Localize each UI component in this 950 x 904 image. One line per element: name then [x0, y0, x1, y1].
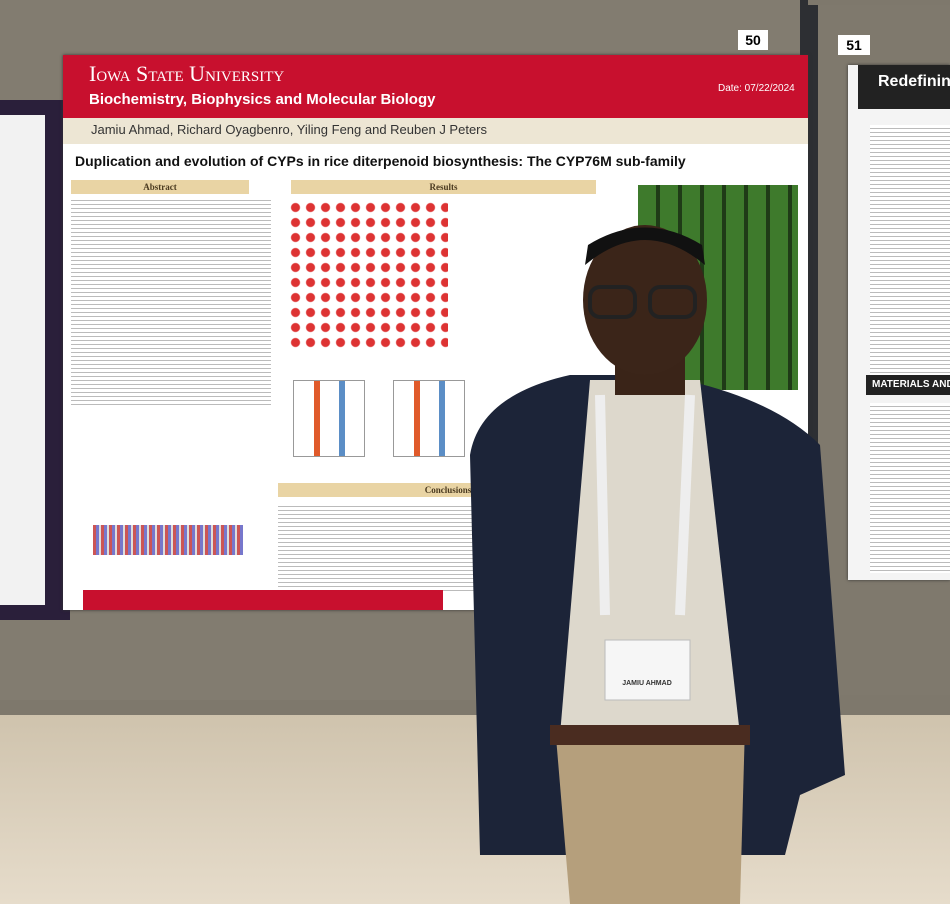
board-number: 51	[838, 35, 870, 55]
abstract-text	[71, 197, 271, 407]
right-poster-text	[870, 403, 950, 573]
person: JAMIU AHMAD	[470, 225, 845, 904]
badge	[604, 639, 691, 701]
head	[583, 225, 707, 375]
authors: Jamiu Ahmad, Richard Oyagbenro, Yiling F…	[91, 122, 488, 137]
section-heading: Results	[291, 180, 596, 194]
glasses	[648, 285, 697, 319]
badge-name: JAMIU AHMAD	[622, 680, 672, 687]
right-poster-text	[870, 125, 950, 375]
lanyard	[595, 394, 695, 616]
results-figure	[288, 200, 448, 350]
poster-header	[63, 55, 808, 118]
university: Iowa State University	[89, 61, 285, 86]
right-poster-title: Redefining	[878, 73, 950, 90]
bar-figure	[293, 380, 365, 457]
right-poster-section: MATERIALS AND ME	[866, 375, 950, 395]
section-heading: Abstract	[71, 180, 249, 194]
trousers	[555, 725, 745, 904]
department: Biochemistry, Biophysics and Molecular B…	[89, 91, 436, 108]
hair	[585, 227, 705, 265]
author-band	[63, 118, 808, 144]
right-poster: Redefining MATERIALS AND ME	[848, 65, 950, 580]
heatmap	[93, 525, 243, 555]
poster-footer	[83, 590, 443, 610]
belt	[550, 725, 750, 745]
glasses	[588, 285, 637, 319]
date: Date: 07/22/2024	[718, 83, 795, 94]
poster: Iowa State University Biochemistry, Biop…	[63, 55, 808, 610]
side-poster	[0, 100, 70, 620]
board-number: 50	[738, 30, 768, 50]
poster-title: Duplication and evolution of CYPs in ric…	[75, 153, 686, 169]
bar-figure	[393, 380, 465, 457]
